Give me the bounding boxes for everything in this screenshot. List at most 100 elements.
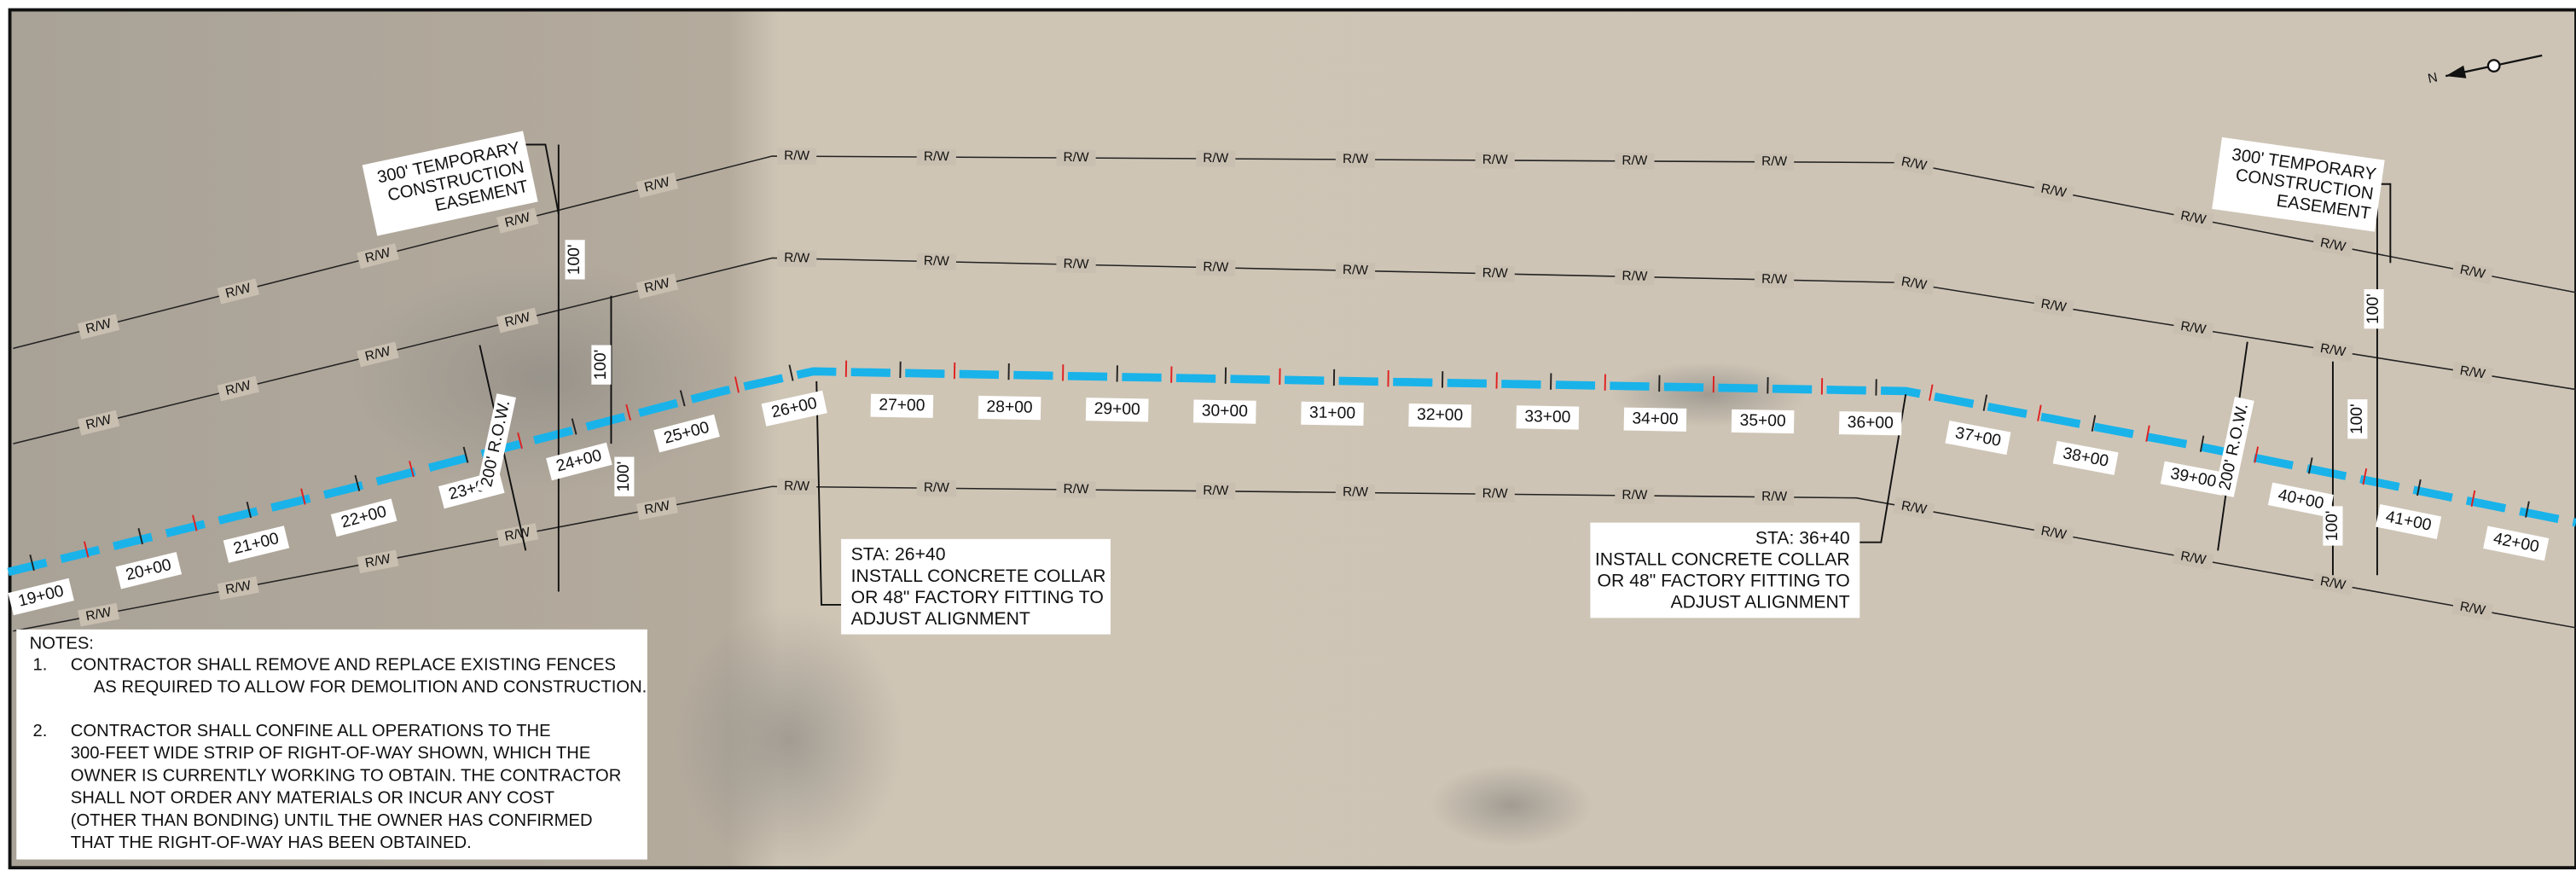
row-label: R/W xyxy=(1063,257,1089,272)
station-tick xyxy=(192,514,198,531)
station-label: 34+00 xyxy=(1623,407,1687,432)
row-label: R/W xyxy=(1482,486,1509,501)
row-label-gap xyxy=(77,409,120,436)
row-label: R/W xyxy=(2039,182,2068,200)
callout-text: STA: 36+40 xyxy=(1755,528,1850,548)
row-label: R/W xyxy=(1900,275,1929,293)
easement-leader xyxy=(525,143,560,214)
row-label: R/W xyxy=(2459,363,2487,382)
station-tick xyxy=(409,461,415,478)
dimension-label: 100' xyxy=(614,456,635,496)
row-label-gap xyxy=(776,148,817,165)
north-arrow-hub xyxy=(2486,59,2501,73)
station-label: 39+00 xyxy=(2160,461,2226,496)
row-label-gap xyxy=(2312,572,2354,596)
callout-text: STA: 26+40 xyxy=(851,545,946,565)
row-label: R/W xyxy=(1900,154,1929,173)
station-label: 32+00 xyxy=(1408,404,1471,428)
row-label-gap xyxy=(1056,256,1096,274)
row-label: R/W xyxy=(784,479,810,493)
station-label-box xyxy=(653,414,720,453)
row-label: R/W xyxy=(1203,484,1229,498)
row-label: R/W xyxy=(2319,235,2347,254)
station-label-box xyxy=(1408,404,1471,428)
station-label: 30+00 xyxy=(1193,399,1256,424)
station-tick xyxy=(734,376,740,393)
terrain-shade xyxy=(345,263,740,493)
row-label: R/W xyxy=(84,412,113,433)
station-label: 35+00 xyxy=(1731,409,1795,434)
station-label-box xyxy=(1945,420,2011,456)
half-station-tick xyxy=(2525,501,2530,518)
row-label: R/W xyxy=(84,605,113,624)
row-label-gap xyxy=(217,278,260,305)
station-label-text: 34+00 xyxy=(1632,409,1678,428)
easement-box xyxy=(2212,136,2385,232)
row-label-gap xyxy=(1475,152,1515,169)
dimension-label: 100' xyxy=(565,240,585,280)
row-label-gap xyxy=(2033,179,2075,204)
row-label-gap xyxy=(635,172,679,199)
notes-box xyxy=(16,629,647,860)
station-label: 28+00 xyxy=(978,395,1041,421)
station-label-text: 36+00 xyxy=(1848,414,1894,433)
callout-text: ADJUST ALIGNMENT xyxy=(851,609,1030,629)
row-label-gap xyxy=(2312,233,2354,258)
row-label-gap xyxy=(2451,260,2494,285)
row-label: R/W xyxy=(1622,154,1647,168)
row-label: R/W xyxy=(363,344,392,364)
station-label-text: 31+00 xyxy=(1309,404,1355,422)
row-label-gap xyxy=(2172,547,2214,571)
row-label: R/W xyxy=(924,253,950,269)
row-label-gap xyxy=(2033,294,2074,318)
station-label-box xyxy=(8,578,74,616)
station-label-text: 35+00 xyxy=(1739,412,1785,431)
row-label-gap xyxy=(916,479,957,497)
station-label-box xyxy=(2160,461,2226,496)
row-label-gap xyxy=(217,576,259,601)
dimension-label-text: 100' xyxy=(615,462,633,492)
station-label-text: 33+00 xyxy=(1524,408,1570,427)
row-label-gap xyxy=(357,341,399,368)
row-label: R/W xyxy=(1622,269,1648,284)
row-label-gap xyxy=(217,375,260,402)
row-label-gap xyxy=(635,273,679,299)
note-number: 1. xyxy=(33,656,48,675)
station-label-text: 30+00 xyxy=(1202,402,1248,421)
row-label-gap xyxy=(2312,339,2354,363)
station-label: 29+00 xyxy=(1085,398,1149,422)
callout-box xyxy=(1590,522,1860,618)
row-label-gap xyxy=(496,523,539,547)
row-width-box xyxy=(2214,397,2254,497)
row-label-gap xyxy=(1893,152,1935,177)
station-tick xyxy=(300,488,306,505)
callout-leader xyxy=(815,380,842,606)
station-tick xyxy=(2362,468,2368,485)
row-label: R/W xyxy=(503,525,531,543)
station-label-box xyxy=(223,526,290,563)
row-label-gap xyxy=(1615,268,1655,286)
row-label: R/W xyxy=(924,149,949,164)
station-label-text: 32+00 xyxy=(1417,406,1463,425)
dimension-label-box xyxy=(2364,289,2384,329)
dimension-label-box xyxy=(591,345,612,385)
station-label: 31+00 xyxy=(1301,401,1364,427)
labels: R/W R/W R/W R/W R/W R/W R/W R/W R/W R/W R/W R/W R/W R… xyxy=(8,54,2550,860)
station-label-box xyxy=(1623,407,1687,432)
dimension-label-box xyxy=(565,240,585,280)
row-width-box xyxy=(476,393,516,495)
callout-text: ADJUST ALIGNMENT xyxy=(1671,593,1850,613)
note-text: (OTHER THAN BONDING) UNTIL THE OWNER HAS… xyxy=(71,811,593,830)
row-label: R/W xyxy=(643,175,672,195)
callout-text: INSTALL CONCRETE COLLAR xyxy=(851,566,1106,586)
row-label-gap xyxy=(2451,597,2494,621)
row-label-gap xyxy=(1056,149,1096,166)
row-label: R/W xyxy=(643,276,672,296)
station-tick xyxy=(625,404,632,421)
callout-text: OR 48" FACTORY FITTING TO xyxy=(851,588,1104,607)
row-label-gap xyxy=(357,243,399,270)
station-label: 38+00 xyxy=(2052,440,2119,475)
note-number: 2. xyxy=(33,722,48,740)
row-label-gap xyxy=(916,253,957,270)
station-label-box xyxy=(1085,398,1149,422)
